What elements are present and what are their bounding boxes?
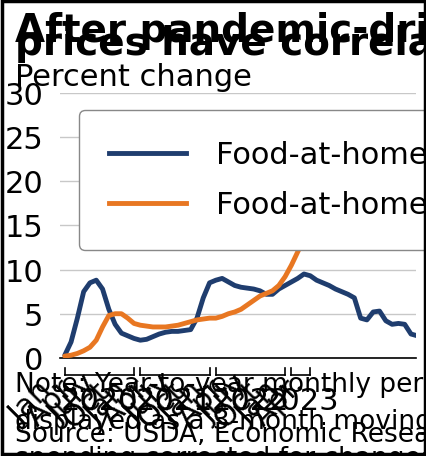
Text: 2021: 2021 bbox=[136, 386, 213, 415]
Text: 2023: 2023 bbox=[262, 386, 339, 415]
Legend: Food-at-home spending, inflation-adjusted, Food-at-home prices: Food-at-home spending, inflation-adjuste… bbox=[78, 110, 426, 250]
Text: 2020: 2020 bbox=[60, 386, 138, 415]
Text: prices have correlated with spending decreases since 2021: prices have correlated with spending dec… bbox=[15, 25, 426, 63]
Text: Percent change: Percent change bbox=[15, 63, 251, 92]
Text: Source: USDA, Economic Research Service, using data from its Food Expenditure Se: Source: USDA, Economic Research Service,… bbox=[15, 422, 426, 456]
Text: After pandemic-driven growth in food-at-home spending, rising: After pandemic-driven growth in food-at-… bbox=[15, 12, 426, 50]
Text: 2022: 2022 bbox=[211, 386, 289, 415]
Text: Note: Year-to-year monthly percentage changes are calculated compared with 2019 : Note: Year-to-year monthly percentage ch… bbox=[15, 372, 426, 456]
